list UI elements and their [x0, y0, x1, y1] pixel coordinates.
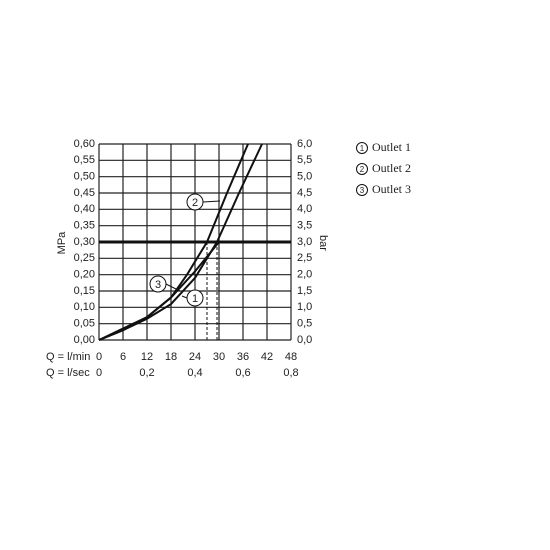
y-tick-label: 0,15: [74, 285, 95, 297]
legend-circle: [356, 163, 368, 175]
y2-tick-label: 6,0: [297, 138, 312, 150]
x-tick-label: 0: [96, 351, 102, 363]
marker-leader: [202, 200, 221, 203]
x2-tick-label: 0,8: [283, 367, 298, 379]
y-tick-label: 0,40: [74, 203, 95, 215]
marker-label: 2: [192, 197, 198, 209]
y2-tick-label: 3,5: [297, 220, 312, 232]
legend-marker-label: 3: [360, 186, 365, 195]
legend-label: Outlet 1: [372, 140, 411, 154]
marker-circle: [186, 289, 204, 307]
marker-circle: [149, 275, 167, 293]
x-tick-label: 24: [189, 351, 201, 363]
y2-tick-label: 3,0: [297, 236, 312, 248]
y-tick-label: 0,20: [74, 269, 95, 281]
x2-tick-label: 0,6: [235, 367, 250, 379]
marker-circle: [186, 193, 204, 211]
x2-tick-label: 0,4: [187, 367, 202, 379]
x-tick-label: 6: [120, 351, 126, 363]
x2-tick-label: 0,2: [139, 367, 154, 379]
legend-circle: [356, 184, 368, 196]
y2-tick-label: 0,0: [297, 334, 312, 346]
legend-marker-label: 2: [360, 165, 365, 174]
y-tick-label: 0,35: [74, 220, 95, 232]
y-tick-label: 0,00: [74, 334, 95, 346]
y2-tick-label: 1,0: [297, 301, 312, 313]
y-tick-label: 0,30: [74, 236, 95, 248]
x2-axis-label: Q = l/sec: [46, 367, 90, 379]
y-tick-label: 0,10: [74, 301, 95, 313]
x2-tick-label: 0: [96, 367, 102, 379]
y2-tick-label: 0,5: [297, 318, 312, 330]
marker-label: 3: [155, 279, 161, 291]
series-line: [98, 241, 220, 341]
y-tick-label: 0,45: [74, 187, 95, 199]
y2-tick-label: 5,5: [297, 154, 312, 166]
series-line: [98, 143, 249, 341]
y2-tick-label: 2,0: [297, 269, 312, 281]
legend-label: Outlet 3: [372, 182, 411, 196]
y-tick-label: 0,50: [74, 171, 95, 183]
x-tick-label: 36: [237, 351, 249, 363]
y2-tick-label: 4,5: [297, 187, 312, 199]
y2-tick-label: 4,0: [297, 203, 312, 215]
legend-circle: [356, 142, 368, 154]
x-tick-label: 30: [213, 351, 225, 363]
y-tick-label: 0,25: [74, 252, 95, 264]
y-tick-label: 0,60: [74, 138, 95, 150]
legend-marker-label: 1: [360, 144, 365, 153]
marker-leader: [181, 295, 188, 299]
y2-tick-label: 5,0: [297, 171, 312, 183]
marker-leader: [165, 283, 181, 292]
y-tick-label: 0,05: [74, 318, 95, 330]
y2-tick-label: 1,5: [297, 285, 312, 297]
x-tick-label: 42: [261, 351, 273, 363]
x-tick-label: 12: [141, 351, 153, 363]
x-tick-label: 18: [165, 351, 177, 363]
y2-tick-label: 2,5: [297, 252, 312, 264]
y-axis-label: MPa: [56, 231, 68, 255]
y2-axis-label: bar: [317, 235, 329, 251]
x-axis-label: Q = l/min: [46, 351, 90, 363]
x-tick-label: 48: [285, 351, 297, 363]
marker-label: 1: [192, 293, 198, 305]
y-tick-label: 0,55: [74, 154, 95, 166]
legend-label: Outlet 2: [372, 161, 411, 175]
